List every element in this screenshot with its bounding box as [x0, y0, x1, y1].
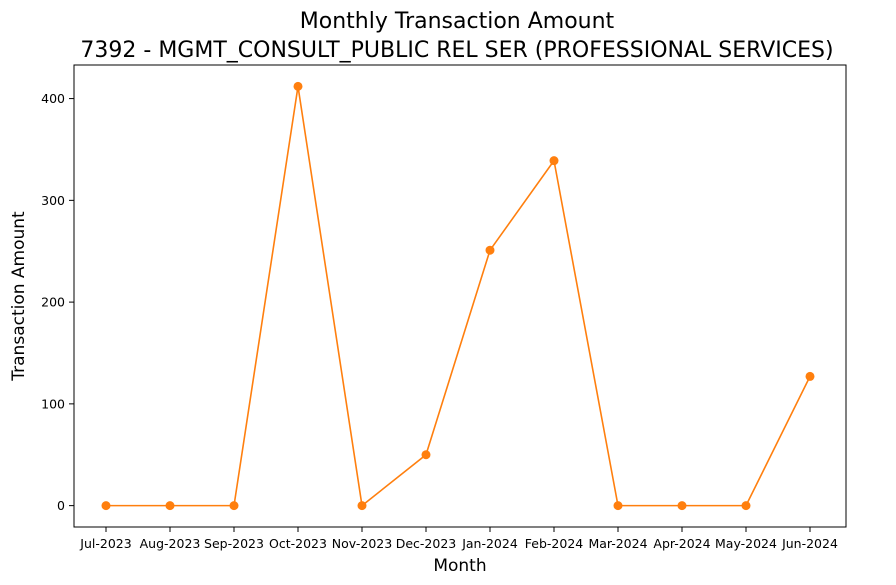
data-point: [165, 501, 175, 511]
data-point: [485, 245, 495, 255]
x-axis-label: Month: [433, 556, 486, 576]
plot-area: [73, 64, 847, 528]
x-tick-label: Nov-2023: [332, 536, 392, 551]
x-tick-label: Sep-2023: [204, 536, 264, 551]
data-point: [229, 501, 239, 511]
y-tick-label: 400: [41, 91, 65, 106]
data-point: [805, 371, 815, 381]
x-tick-label: Jul-2023: [79, 536, 131, 551]
y-tick-label: 100: [41, 396, 65, 411]
y-tick-label: 200: [41, 295, 65, 310]
data-point: [101, 501, 111, 511]
y-tick-label: 300: [41, 193, 65, 208]
data-point: [293, 81, 303, 91]
data-point: [357, 501, 367, 511]
chart-subtitle: 7392 - MGMT_CONSULT_PUBLIC REL SER (PROF…: [80, 38, 833, 63]
y-axis: 0 100 200 300 400: [41, 91, 74, 513]
x-tick-label: Jun-2024: [781, 536, 838, 551]
data-point: [677, 501, 687, 511]
x-tick-label: Apr-2024: [653, 536, 710, 551]
chart-title: Monthly Transaction Amount: [300, 9, 615, 34]
x-tick-label: Dec-2023: [396, 536, 457, 551]
x-tick-label: Feb-2024: [525, 536, 584, 551]
y-tick-label: 0: [57, 498, 65, 513]
series-layer: [101, 81, 815, 511]
x-tick-label: Jan-2024: [461, 536, 518, 551]
x-tick-label: Mar-2024: [588, 536, 647, 551]
x-tick-label: May-2024: [715, 536, 777, 551]
x-tick-label: Oct-2023: [269, 536, 327, 551]
series-line: [106, 86, 811, 508]
x-tick-label: Aug-2023: [140, 536, 201, 551]
y-axis-label: Transaction Amount: [9, 211, 29, 382]
data-point: [421, 450, 431, 460]
x-axis: Jul-2023 Aug-2023 Sep-2023 Oct-2023 Nov-2023…: [79, 527, 838, 551]
data-point: [549, 156, 559, 166]
data-point: [741, 501, 751, 511]
data-point: [613, 501, 623, 511]
